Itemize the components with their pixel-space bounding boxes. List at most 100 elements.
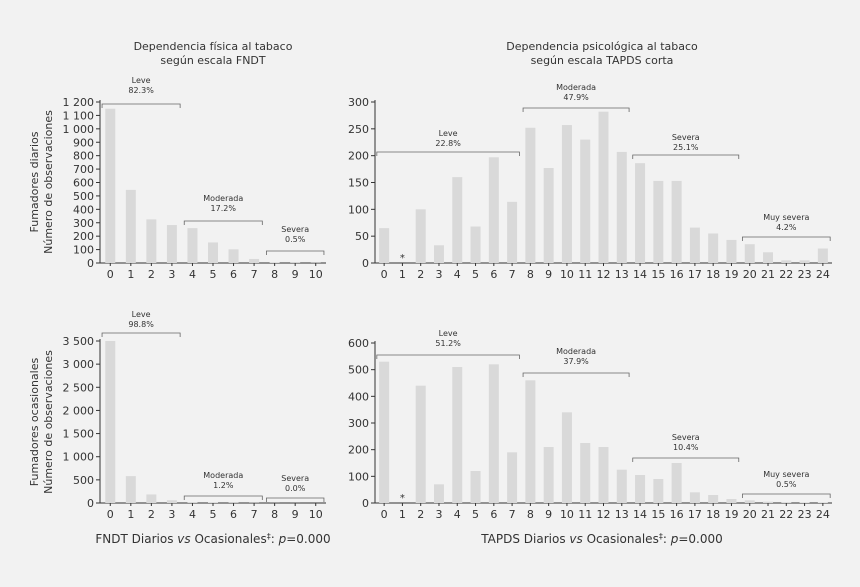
y-tick-label: 1 000 (63, 451, 95, 464)
group-bracket (632, 457, 740, 462)
bar-11 (580, 443, 591, 503)
bar-22 (781, 502, 792, 503)
x-tick-label: 2 (148, 268, 155, 281)
bar-9 (543, 168, 554, 263)
y-tick-label: 1 000 (63, 123, 95, 136)
x-tick-label: 11 (578, 268, 592, 281)
y-tick-label: 200 (348, 444, 369, 457)
x-tick-label: 22 (779, 508, 793, 521)
bar-15 (653, 180, 664, 263)
footer-sup: ‡ (659, 532, 663, 541)
group-bracket (522, 372, 630, 377)
bar-16 (671, 463, 682, 503)
footer-vs: vs (177, 532, 190, 546)
footer-post: : (663, 532, 671, 546)
x-tick-label: 16 (670, 508, 684, 521)
bar-12 (598, 111, 609, 263)
bar-18 (708, 495, 719, 503)
x-tick-label: 6 (490, 508, 497, 521)
x-tick-label: 9 (292, 508, 299, 521)
x-tick-label: 10 (560, 268, 574, 281)
x-tick-label: 10 (309, 508, 323, 521)
y-tick-label: 0 (87, 497, 94, 510)
group-percent: 0.5% (285, 235, 306, 244)
bar-4 (452, 367, 463, 503)
x-tick-label: 8 (527, 268, 534, 281)
bar-3 (166, 500, 177, 503)
y-axis-group-label: Fumadores ocasionales (28, 358, 41, 487)
x-tick-label: 14 (633, 268, 647, 281)
y-tick-label: 200 (348, 150, 369, 163)
footer-vs: vs (569, 532, 582, 546)
bar-20 (744, 500, 755, 503)
x-tick-label: 19 (724, 508, 738, 521)
y-axis-group-label: Fumadores diarios (28, 131, 41, 232)
x-tick-label: 22 (779, 268, 793, 281)
bar-19 (726, 239, 737, 263)
x-tick-label: 17 (688, 508, 702, 521)
x-tick-label: 5 (210, 268, 217, 281)
footer-val: =0.000 (678, 532, 722, 546)
group-label: Severa (281, 225, 309, 234)
x-tick-label: 11 (578, 508, 592, 521)
bar-5 (470, 471, 481, 503)
x-tick-label: 15 (651, 268, 665, 281)
x-tick-label: 0 (107, 508, 114, 521)
bar-19 (726, 499, 737, 503)
footer-sup: ‡ (267, 532, 271, 541)
group-percent: 10.4% (673, 443, 699, 452)
chart-title: según escala FNDT (160, 54, 266, 67)
bar-10 (561, 125, 572, 264)
group-label: Leve (439, 129, 458, 138)
y-tick-label: 0 (87, 257, 94, 270)
group-percent: 0.5% (776, 480, 797, 489)
y-tick-label: 900 (73, 136, 94, 149)
asterisk-marker: * (400, 253, 405, 264)
group-percent: 1.2% (213, 481, 234, 490)
footer-p: p (670, 532, 679, 546)
bar-5 (208, 242, 218, 263)
x-tick-label: 2 (417, 508, 424, 521)
y-tick-label: 3 000 (63, 358, 95, 371)
bar-13 (616, 151, 627, 263)
bar-21 (763, 501, 774, 503)
bar-7 (507, 201, 518, 263)
bar-17 (689, 492, 700, 503)
group-percent: 25.1% (673, 143, 699, 152)
group-label: Leve (439, 329, 458, 338)
chart-fndt-ocasionales: Fumadores ocasionales Número de observaci… (28, 310, 331, 546)
x-tick-label: 2 (148, 508, 155, 521)
x-tick-label: 7 (509, 508, 516, 521)
bar-14 (635, 163, 646, 263)
x-tick-label: 18 (706, 268, 720, 281)
x-tick-label: 9 (292, 268, 299, 281)
group-bracket (101, 332, 181, 337)
bar-7 (507, 452, 518, 503)
bar-12 (598, 447, 609, 503)
x-tick-label: 4 (189, 508, 196, 521)
bar-10 (561, 412, 572, 503)
bar-3 (166, 225, 177, 263)
x-tick-label: 4 (454, 268, 461, 281)
y-tick-label: 300 (73, 217, 94, 230)
y-tick-label: 50 (355, 230, 369, 243)
y-tick-label: 2 000 (63, 404, 95, 417)
bar-2 (415, 385, 426, 503)
x-tick-label: 14 (633, 508, 647, 521)
y-tick-label: 100 (73, 244, 94, 257)
group-label: Leve (132, 310, 151, 319)
y-tick-label: 700 (73, 163, 94, 176)
group-percent: 98.8% (128, 320, 154, 329)
group-bracket (376, 354, 520, 359)
x-tick-label: 23 (798, 508, 812, 521)
y-tick-label: 1 200 (63, 96, 95, 109)
bar-8 (525, 380, 536, 503)
x-tick-label: 20 (743, 268, 757, 281)
x-tick-label: 10 (309, 268, 323, 281)
bar-9 (543, 447, 554, 503)
bar-6 (488, 364, 499, 503)
x-tick-label: 8 (527, 508, 534, 521)
x-tick-label: 18 (706, 508, 720, 521)
footer-pre: FNDT Diarios (95, 532, 177, 546)
footer-mid: Ocasionales (191, 532, 267, 546)
